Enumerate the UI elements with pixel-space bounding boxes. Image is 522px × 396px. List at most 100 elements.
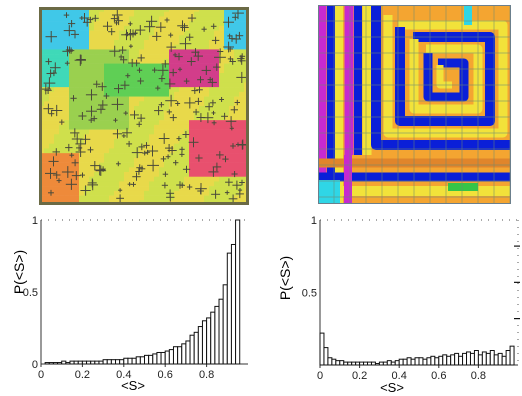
- map-cell: [59, 157, 65, 163]
- map-cell: [44, 11, 50, 17]
- map-cell: [194, 63, 200, 69]
- map-cell: [199, 49, 205, 55]
- map-cell: [99, 30, 105, 36]
- map-cell: [209, 68, 215, 74]
- map-cell: [189, 44, 195, 50]
- map-cell: [124, 172, 130, 178]
- map-cell: [69, 82, 75, 88]
- map-cell: [94, 30, 100, 36]
- map-cell: [54, 30, 60, 36]
- map-cell: [79, 87, 85, 93]
- map-cell: [174, 129, 180, 135]
- map-cell: [169, 153, 175, 159]
- map-cell: [159, 30, 165, 36]
- map-cell: [104, 82, 110, 88]
- map-cell: [204, 134, 210, 140]
- map-cell: [209, 181, 215, 187]
- map-cell: [159, 54, 165, 60]
- map-cell: [79, 167, 85, 173]
- map-cell: [214, 30, 220, 36]
- map-cell: [79, 195, 85, 201]
- map-cell: [229, 40, 235, 46]
- map-cell: [139, 101, 145, 107]
- map-cell: [189, 120, 195, 126]
- map-cell: [89, 73, 95, 79]
- map-cell: [189, 101, 195, 107]
- histogram-bar: [473, 350, 479, 366]
- histogram-bar: [193, 331, 199, 365]
- map-cell: [144, 58, 150, 64]
- map-cell: [224, 91, 230, 97]
- map-cell: [184, 124, 190, 130]
- map-cell: [174, 77, 180, 83]
- map-cell: [174, 167, 180, 173]
- histogram-bar: [177, 346, 183, 365]
- map-cell: [149, 172, 155, 178]
- map-cell: [44, 148, 50, 154]
- map-cell: [74, 30, 80, 36]
- map-cell: [44, 129, 50, 135]
- map-cell: [89, 186, 95, 192]
- map-cell: [219, 120, 225, 126]
- map-cell: [64, 73, 70, 79]
- map-cell: [109, 167, 115, 173]
- map-cell: [139, 73, 145, 79]
- map-cell: [119, 176, 125, 182]
- map-cell: [154, 143, 160, 149]
- histogram-bar: [343, 361, 349, 366]
- map-cell: [144, 68, 150, 74]
- map-cell: [214, 44, 220, 50]
- map-cell: [94, 139, 100, 145]
- map-cell: [119, 106, 125, 112]
- map-cell: [99, 153, 105, 159]
- map-cell: [154, 87, 160, 93]
- map-cell: [174, 25, 180, 31]
- map-cell: [54, 115, 60, 121]
- map-cell: [54, 167, 60, 173]
- map-cell: [174, 106, 180, 112]
- map-cell: [179, 190, 185, 196]
- map-cell: [184, 40, 190, 46]
- histogram-bar: [218, 298, 224, 365]
- map-cell: [229, 96, 235, 102]
- map-cell: [204, 82, 210, 88]
- map-cell: [189, 167, 195, 173]
- map-cell: [99, 176, 105, 182]
- map-cell: [219, 181, 225, 187]
- map-cell: [164, 167, 170, 173]
- map-cell: [109, 195, 115, 201]
- map-cell: [224, 172, 230, 178]
- map-cell: [234, 68, 240, 74]
- map-cell: [64, 148, 70, 154]
- axes: [319, 220, 518, 368]
- map-cell: [174, 186, 180, 192]
- map-cell: [144, 195, 150, 201]
- map-cell: [209, 21, 215, 27]
- map-cell: [44, 190, 50, 196]
- map-cell: [94, 63, 100, 69]
- map-cell: [214, 124, 220, 130]
- map-cell: [144, 16, 150, 22]
- histogram-bar: [181, 343, 187, 365]
- map-cell: [184, 162, 190, 168]
- map-cell: [179, 134, 185, 140]
- map-cell: [229, 186, 235, 192]
- histogram-bar: [123, 357, 129, 365]
- map-cell: [164, 21, 170, 27]
- map-cell: [64, 35, 70, 41]
- map-cell: [199, 25, 205, 31]
- map-cell: [144, 190, 150, 196]
- map-cell: [174, 35, 180, 41]
- map-cell: [169, 35, 175, 41]
- map-cell: [84, 30, 90, 36]
- map-cell: [109, 162, 115, 168]
- map-cell: [69, 96, 75, 102]
- map-cell: [214, 153, 220, 159]
- map-cell: [99, 44, 105, 50]
- map-cell: [224, 134, 230, 140]
- map-cell: [164, 35, 170, 41]
- map-cell: [94, 148, 100, 154]
- map-cell: [74, 44, 80, 50]
- map-cell: [224, 124, 230, 130]
- map-cell: [69, 129, 75, 135]
